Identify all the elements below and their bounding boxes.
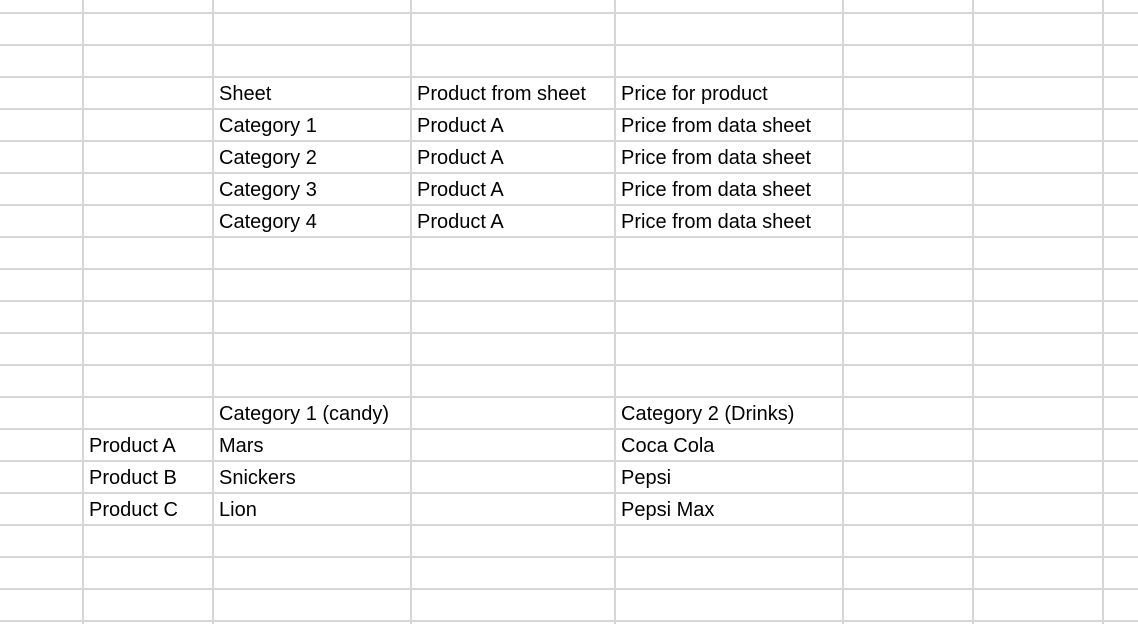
row-gridline (0, 44, 1138, 46)
cell-product[interactable]: Product A (417, 115, 504, 137)
cell-category-drinks-header[interactable]: Category 2 (Drinks) (621, 403, 795, 425)
row-gridline (0, 364, 1138, 366)
row-gridline (0, 140, 1138, 142)
row-gridline (0, 396, 1138, 398)
row-gridline (0, 12, 1138, 14)
cell-sheet-category[interactable]: Category 2 (219, 147, 317, 169)
row-gridline (0, 300, 1138, 302)
column-gridline (972, 0, 974, 624)
cell-drink-item[interactable]: Coca Cola (621, 435, 715, 457)
row-gridline (0, 76, 1138, 78)
row-gridline (0, 428, 1138, 430)
cell-candy-item[interactable]: Lion (219, 499, 257, 521)
cell-drink-item[interactable]: Pepsi Max (621, 499, 715, 521)
cell-product-label[interactable]: Product B (89, 467, 177, 489)
row-gridline (0, 204, 1138, 206)
row-gridline (0, 620, 1138, 622)
row-gridline (0, 268, 1138, 270)
cell-price[interactable]: Price from data sheet (621, 211, 812, 233)
cell-drink-item[interactable]: Pepsi (621, 467, 672, 489)
row-gridline (0, 332, 1138, 334)
cell-sheet-category[interactable]: Category 3 (219, 179, 317, 201)
column-gridline (842, 0, 844, 624)
cell-price[interactable]: Price from data sheet (621, 115, 812, 137)
cell-product-label[interactable]: Product A (89, 435, 176, 457)
cell-sheet-category[interactable]: Category 4 (219, 211, 317, 233)
column-gridline (410, 0, 412, 624)
cell-header-price[interactable]: Price for product (621, 83, 768, 105)
row-gridline (0, 492, 1138, 494)
row-gridline (0, 172, 1138, 174)
column-gridline (614, 0, 616, 624)
cell-category-candy-header[interactable]: Category 1 (candy) (219, 403, 390, 425)
cell-product[interactable]: Product A (417, 147, 504, 169)
cell-product-label[interactable]: Product C (89, 499, 178, 521)
cell-price[interactable]: Price from data sheet (621, 147, 812, 169)
column-gridline (1102, 0, 1104, 624)
row-gridline (0, 460, 1138, 462)
row-gridline (0, 108, 1138, 110)
cell-candy-item[interactable]: Snickers (219, 467, 296, 489)
cell-sheet-category[interactable]: Category 1 (219, 115, 317, 137)
row-gridline (0, 588, 1138, 590)
cell-price[interactable]: Price from data sheet (621, 179, 812, 201)
cell-header-product[interactable]: Product from sheet (417, 83, 586, 105)
row-gridline (0, 556, 1138, 558)
row-gridline (0, 524, 1138, 526)
cell-product[interactable]: Product A (417, 211, 504, 233)
column-gridline (212, 0, 214, 624)
cell-header-sheet[interactable]: Sheet (219, 83, 272, 105)
row-gridline (0, 236, 1138, 238)
cell-candy-item[interactable]: Mars (219, 435, 264, 457)
cell-product[interactable]: Product A (417, 179, 504, 201)
column-gridline (82, 0, 84, 624)
